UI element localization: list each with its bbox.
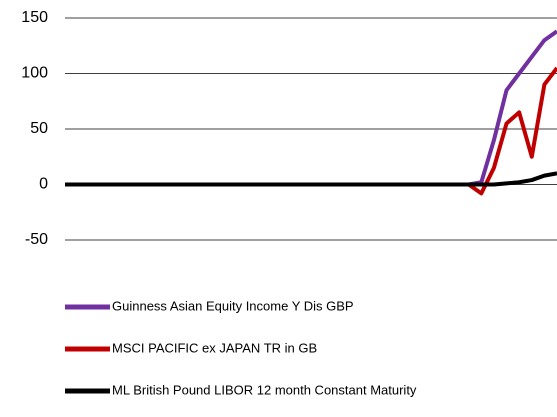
series-line [65, 29, 557, 187]
y-tick-label: -50 [25, 231, 48, 248]
y-tick-label: 50 [30, 120, 48, 137]
y-tick-label: 0 [39, 176, 48, 193]
y-tick-label: 150 [21, 9, 48, 26]
legend-label: ML British Pound LIBOR 12 month Constant… [112, 382, 417, 397]
legend-label: Guinness Asian Equity Income Y Dis GBP [112, 298, 354, 313]
legend-label: MSCI PACIFIC ex JAPAN TR in GB [112, 340, 317, 355]
series-line [65, 171, 557, 187]
y-tick-label: 100 [21, 65, 48, 82]
